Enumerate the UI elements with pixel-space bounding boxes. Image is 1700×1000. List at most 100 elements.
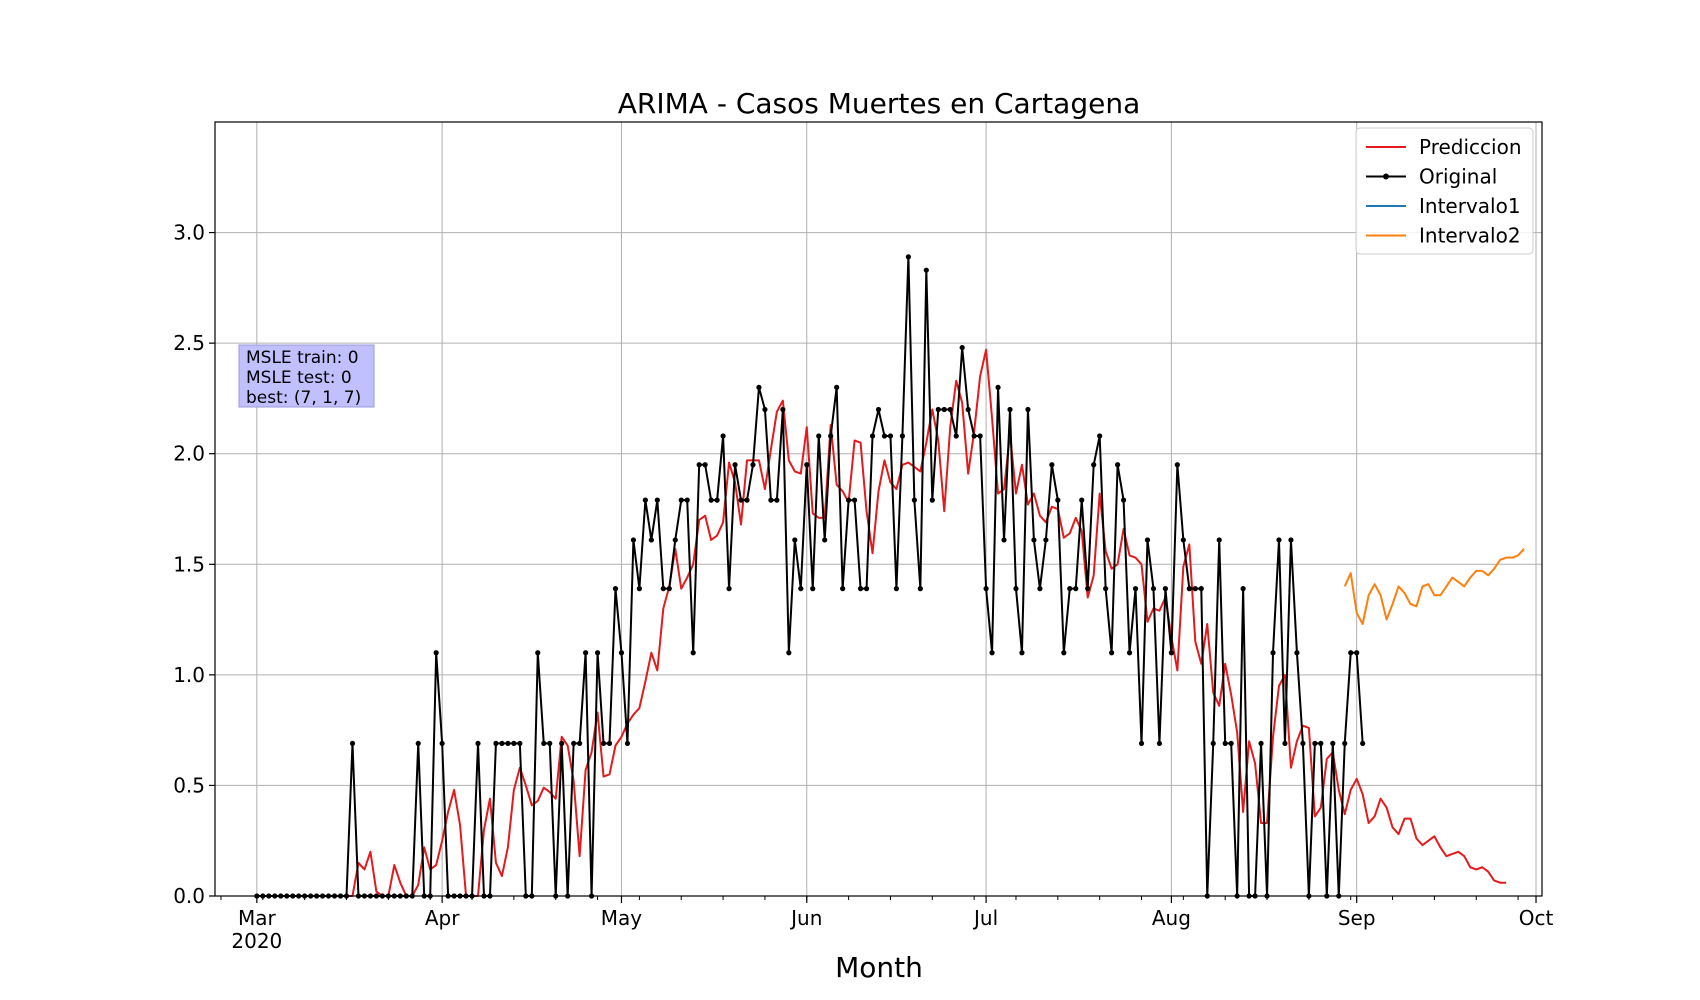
data-point-original: [965, 406, 971, 413]
data-point-original: [1186, 586, 1192, 592]
data-point-original: [1025, 406, 1031, 413]
data-point-original: [1168, 650, 1174, 656]
y-tick-label: 1.0: [173, 663, 205, 687]
data-point-original: [1360, 740, 1366, 747]
data-point-original: [971, 433, 977, 439]
data-point-original: [1222, 740, 1228, 747]
x-tick-label: Jun: [789, 906, 822, 930]
data-point-original: [1348, 650, 1354, 656]
data-point-original: [1001, 537, 1007, 543]
data-point-original: [1162, 586, 1169, 592]
data-point-original: [1085, 586, 1091, 592]
data-point-original: [1031, 537, 1037, 543]
x-axis-label: Month: [835, 951, 923, 984]
data-point-original: [636, 586, 643, 592]
data-point-original: [642, 497, 648, 503]
data-point-original: [869, 433, 876, 439]
data-point-original: [851, 497, 858, 503]
series-line-original: [256, 255, 1364, 897]
data-point-original: [828, 433, 834, 439]
data-point-original: [732, 462, 738, 468]
data-point-original: [1037, 586, 1043, 592]
data-point-original: [571, 740, 577, 747]
data-point-original: [1174, 462, 1180, 468]
data-point-original: [899, 433, 906, 439]
data-point-original: [511, 740, 517, 747]
data-point-original: [1150, 586, 1157, 592]
legend-label: Prediccion: [1419, 135, 1522, 159]
x-tick-label: May: [601, 906, 643, 930]
data-point-original: [857, 586, 864, 592]
data-point-original: [1073, 586, 1079, 592]
data-point-original: [714, 497, 720, 503]
data-point-original: [1132, 586, 1139, 592]
annotation-line: MSLE test: 0: [246, 368, 352, 388]
data-point-original: [846, 497, 852, 503]
data-point-original: [624, 740, 631, 747]
data-point-original: [1240, 586, 1246, 592]
legend-box: [1355, 127, 1534, 255]
data-point-original: [517, 740, 523, 747]
data-point-original: [606, 740, 613, 747]
data-point-original: [1342, 740, 1348, 747]
data-point-original: [1013, 586, 1019, 592]
x-tick-label: Aug: [1152, 906, 1191, 930]
data-point-original: [1055, 497, 1061, 503]
data-point-original: [1198, 586, 1204, 592]
data-point-original: [1091, 462, 1097, 468]
plot-area: [254, 254, 1525, 899]
data-point-original: [1276, 537, 1282, 543]
data-point-original: [929, 497, 935, 503]
data-point-original: [1288, 537, 1294, 543]
data-point-original: [738, 497, 744, 503]
data-point-original: [696, 462, 702, 468]
data-point-original: [977, 433, 983, 439]
legend-marker-original: [1383, 173, 1389, 180]
data-point-original: [660, 586, 666, 592]
data-point-original: [792, 537, 798, 543]
data-point-original: [804, 462, 810, 468]
data-point-original: [1079, 497, 1085, 503]
data-point-original: [726, 586, 732, 592]
data-point-original: [1210, 740, 1216, 747]
data-point-original: [708, 497, 714, 503]
data-point-original: [1138, 740, 1145, 747]
y-tick-label: 1.5: [173, 552, 205, 576]
x-tick-label: Mar: [238, 906, 277, 930]
data-point-original: [666, 586, 672, 592]
data-point-original: [577, 740, 583, 747]
plot-frame: [214, 121, 1543, 897]
annotation-line: MSLE train: 0: [246, 348, 359, 368]
data-point-original: [1258, 740, 1264, 747]
data-point-original: [983, 586, 989, 592]
data-point-original: [600, 740, 607, 747]
x-tick-label: Jul: [972, 906, 998, 930]
data-point-original: [1180, 537, 1186, 543]
data-point-original: [654, 497, 660, 503]
data-point-original: [559, 740, 565, 747]
data-point-original: [1103, 586, 1109, 592]
data-point-original: [690, 650, 696, 656]
data-point-original: [1043, 537, 1049, 543]
y-tick-label: 0.0: [173, 884, 205, 908]
data-point-original: [612, 586, 619, 592]
x-tick-label: Apr: [425, 906, 460, 930]
data-point-original: [941, 406, 947, 413]
data-point-original: [863, 586, 870, 592]
data-point-original: [774, 497, 780, 503]
data-point-original: [816, 433, 822, 439]
data-point-original: [702, 462, 708, 468]
data-point-original: [1300, 740, 1306, 747]
data-point-original: [995, 384, 1001, 390]
data-point-original: [1109, 650, 1115, 656]
data-point-original: [505, 740, 511, 747]
data-point-original: [415, 740, 421, 747]
data-point-original: [1097, 433, 1103, 439]
data-point-original: [1318, 740, 1324, 747]
data-point-original: [583, 650, 589, 656]
data-point-original: [1049, 462, 1055, 468]
series-line-prediccion: [256, 348, 1507, 897]
series-line-intervalo2: [1343, 548, 1525, 625]
